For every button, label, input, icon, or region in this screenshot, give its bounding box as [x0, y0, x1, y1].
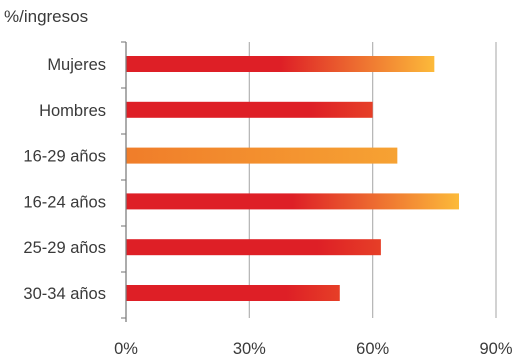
x-tick-label-1: 30% — [233, 340, 266, 357]
bar-5 — [126, 285, 340, 301]
x-tick-label-3: 90% — [479, 340, 512, 357]
x-tick-label-2: 60% — [356, 340, 389, 357]
bar-0 — [126, 56, 435, 72]
category-label-4: 25-29 años — [23, 239, 106, 257]
grid-lines — [248, 42, 497, 318]
bar-3 — [126, 193, 459, 210]
category-label-5: 30-34 años — [23, 285, 106, 303]
axis — [121, 41, 127, 322]
category-label-3: 16-24 años — [23, 193, 106, 211]
bar-1 — [126, 101, 373, 118]
category-label-1: Hombres — [39, 102, 106, 120]
bar-4 — [126, 239, 381, 256]
category-labels: Mujeres Hombres 16-29 años 16-24 años 25-29 … — [23, 56, 106, 303]
bars — [126, 56, 459, 301]
tick-labels: 0% 30% 60% 90% — [114, 340, 513, 357]
category-label-0: Mujeres — [47, 56, 106, 74]
bar-2 — [126, 147, 398, 164]
unit-label: %/ingresos — [4, 7, 88, 26]
x-tick-label-0: 0% — [114, 340, 138, 357]
category-label-2: 16-29 años — [23, 148, 106, 166]
